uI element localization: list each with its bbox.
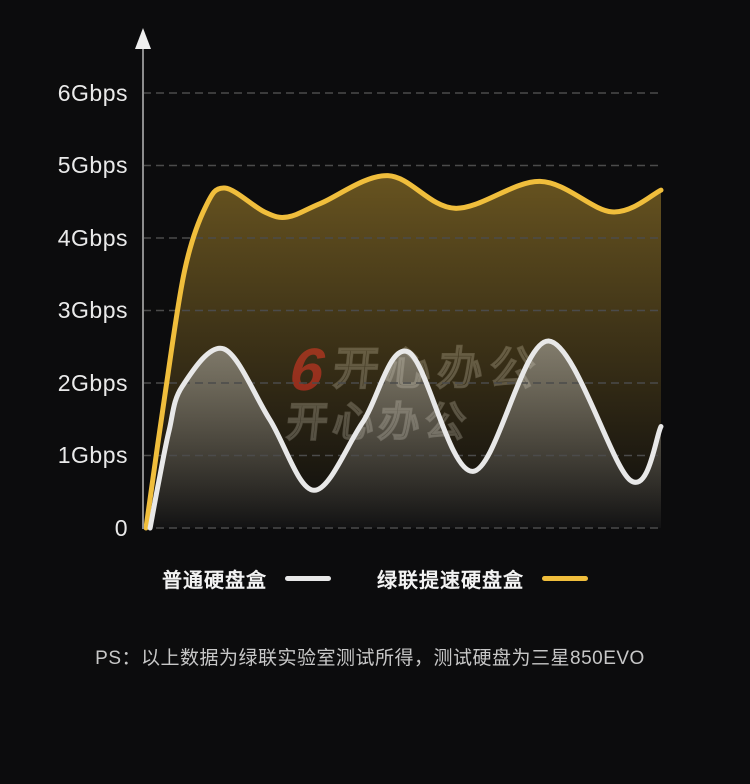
- legend-label: 普通硬盘盒: [162, 569, 267, 592]
- y-axis-arrow-icon: [135, 28, 151, 49]
- series-lines: [143, 173, 664, 531]
- legend: 普通硬盘盒 绿联提速硬盘盒: [0, 560, 750, 596]
- footnote: PS：以上数据为绿联实验室测试所得，测试硬盘为三星850EVO: [95, 648, 645, 669]
- legend-label: 绿联提速硬盘盒: [377, 569, 524, 592]
- y-tick-label: 5Gbps: [57, 152, 128, 178]
- legend-line-swatch-yellow: [542, 575, 588, 581]
- y-tick-label: 4Gbps: [57, 225, 128, 251]
- y-tick-label: 6Gbps: [57, 80, 128, 106]
- gridlines: [143, 92, 663, 529]
- legend-item-normal-enclosure: 普通硬盘盒: [162, 564, 331, 593]
- y-tick-label: 0: [114, 515, 128, 541]
- series-area: [150, 340, 661, 528]
- y-axis: [135, 28, 151, 529]
- y-tick-label: 1Gbps: [57, 442, 128, 468]
- series-line: [143, 173, 664, 531]
- series-line: [147, 338, 664, 531]
- legend-line-swatch-white: [285, 575, 331, 581]
- y-tick-label: 2Gbps: [57, 370, 128, 396]
- legend-item-ugreen-enclosure: 绿联提速硬盘盒: [377, 564, 588, 593]
- y-tick-label: 3Gbps: [57, 297, 128, 323]
